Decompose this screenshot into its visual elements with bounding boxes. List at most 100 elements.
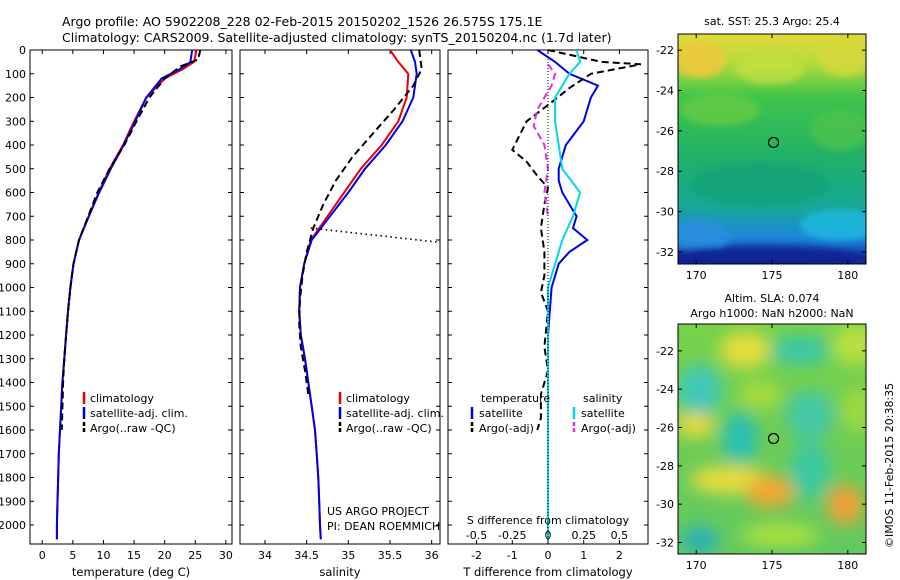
- temperature-series-argo-raw-qc-: [60, 49, 202, 431]
- y-tick-label: -26: [656, 422, 674, 435]
- y-tick-label: 1500: [0, 400, 26, 413]
- x-tick-label: -2: [471, 549, 482, 562]
- legend-entry: climatology: [346, 392, 410, 405]
- y-tick-label: 1300: [0, 353, 26, 366]
- difference-series-temperature-satellite: [536, 49, 600, 540]
- legend-entry: satellite-adj. clim.: [90, 407, 188, 420]
- y-tick-label: 100: [5, 68, 26, 81]
- top-x-tick-label: -0.5: [466, 529, 487, 542]
- y-tick-label: -30: [656, 206, 674, 219]
- y-tick-label: -24: [656, 383, 674, 396]
- y-tick-label: 1600: [0, 424, 26, 437]
- imos-timestamp: ©IMOS 11-Feb-2015 20:38:35: [883, 383, 896, 548]
- x-tick-label: 34.5: [294, 549, 319, 562]
- y-tick-label: 1800: [0, 472, 26, 485]
- temperature-series-satellite-adj-clim-: [55, 49, 194, 540]
- y-tick-label: 700: [5, 210, 26, 223]
- y-tick-label: -30: [656, 498, 674, 511]
- salinity-series-argo-raw-qc-: [298, 49, 423, 395]
- y-tick-label: 2000: [0, 519, 26, 532]
- y-tick-label: -32: [656, 246, 674, 259]
- difference-top-axis-label: S difference from climatology: [467, 514, 630, 527]
- y-tick-label: 1100: [0, 305, 26, 318]
- top-x-tick-label: 0.5: [611, 529, 629, 542]
- difference-series-temperature-argo-adj-: [511, 49, 642, 431]
- y-tick-label: 600: [5, 187, 26, 200]
- sla_map-argo-location-marker: [767, 432, 780, 445]
- credit-line2: PI: DEAN ROEMMICH: [327, 520, 440, 533]
- legend-salinity-title: salinity: [583, 392, 623, 405]
- x-tick-label: 36: [425, 549, 439, 562]
- temperature-panel: 0100200300400500600700800900100011001200…: [0, 44, 233, 579]
- x-tick-label: 0: [545, 549, 552, 562]
- temperature-plot-frame: [29, 49, 233, 545]
- y-tick-label: 1200: [0, 329, 26, 342]
- x-tick-label: 175: [762, 559, 783, 572]
- legend-entry: satellite: [479, 407, 523, 420]
- y-tick-label: 800: [5, 234, 26, 247]
- top-x-tick-label: -0.25: [498, 529, 526, 542]
- difference-panel: -2 -1 0 1 2 T difference from climatology S di…: [447, 49, 649, 579]
- x-tick-label: 20: [158, 549, 172, 562]
- x-tick-label: 0: [39, 549, 46, 562]
- x-tick-label: 25: [188, 549, 202, 562]
- y-tick-label: -22: [656, 345, 674, 358]
- difference-series-salinity-satellite: [547, 49, 582, 540]
- legend-entry: climatology: [90, 392, 154, 405]
- temperature-x-axis-label: temperature (deg C): [72, 565, 190, 579]
- x-tick-label: -1: [507, 549, 518, 562]
- legend-entry: Argo(..raw -QC): [90, 422, 176, 435]
- x-tick-label: 175: [762, 269, 783, 282]
- y-tick-label: 0: [19, 44, 26, 57]
- sla-map-patches: [678, 325, 866, 554]
- x-tick-label: 170: [686, 269, 707, 282]
- legend-entry: Argo(-adj): [479, 422, 534, 435]
- x-tick-label: 170: [686, 559, 707, 572]
- sst-map-panel: sat. SST: 25.3 Argo: 25.4 170 175 180 -22 -24…: [656, 15, 867, 282]
- y-tick-label: 1700: [0, 448, 26, 461]
- y-tick-label: -28: [656, 165, 674, 178]
- x-tick-label: 15: [127, 549, 141, 562]
- y-tick-label: 200: [5, 92, 26, 105]
- figure-title-line1: Argo profile: AO 5902208_228 02-Feb-2015…: [62, 14, 543, 29]
- y-tick-label: -32: [656, 537, 674, 550]
- y-tick-label: 900: [5, 258, 26, 271]
- sst_map-title: sat. SST: 25.3 Argo: 25.4: [704, 15, 840, 28]
- salinity-series-dotted-line-3: [310, 227, 441, 244]
- top-x-tick-label: 0.25: [571, 529, 596, 542]
- salinity-series-climatology: [298, 49, 410, 540]
- y-tick-label: 400: [5, 139, 26, 152]
- x-tick-label: 180: [837, 559, 858, 572]
- legend-entry: satellite-adj. clim.: [346, 407, 444, 420]
- y-tick-label: 1900: [0, 495, 26, 508]
- y-tick-label: 500: [5, 163, 26, 176]
- salinity-panel: 34 34.5 35 35.5 36 salinity climatology satelli…: [239, 49, 444, 579]
- y-tick-label: 1000: [0, 282, 26, 295]
- y-tick-label: 300: [5, 115, 26, 128]
- legend-entry: Argo(-adj): [581, 422, 636, 435]
- x-tick-label: 35.5: [378, 549, 403, 562]
- y-tick-label: -28: [656, 460, 674, 473]
- difference-x-axis-label: T difference from climatology: [462, 565, 633, 579]
- x-tick-label: 1: [580, 549, 587, 562]
- x-tick-label: 34: [258, 549, 272, 562]
- y-tick-label: -26: [656, 125, 674, 138]
- x-tick-label: 10: [96, 549, 110, 562]
- y-tick-label: -24: [656, 84, 674, 97]
- y-tick-label: 1400: [0, 377, 26, 390]
- salinity-plot-frame: [239, 49, 441, 545]
- sla_map-subtitle: Argo h1000: NaN h2000: NaN: [690, 307, 853, 320]
- temperature-series-climatology: [55, 49, 198, 540]
- x-tick-label: 5: [69, 549, 76, 562]
- x-tick-label: 2: [616, 549, 623, 562]
- sst_map-argo-location-marker: [767, 136, 780, 149]
- credit-line1: US ARGO PROJECT: [327, 505, 429, 518]
- x-tick-label: 30: [219, 549, 233, 562]
- x-tick-label: 180: [837, 269, 858, 282]
- top-x-tick-label: 0: [545, 529, 552, 542]
- salinity-x-axis-label: salinity: [319, 565, 360, 579]
- x-tick-label: 35: [341, 549, 355, 562]
- salinity-series-satellite-adj-clim-: [298, 49, 418, 540]
- sla-map-panel: Altim. SLA: 0.074 Argo h1000: NaN h2000: …: [656, 292, 867, 572]
